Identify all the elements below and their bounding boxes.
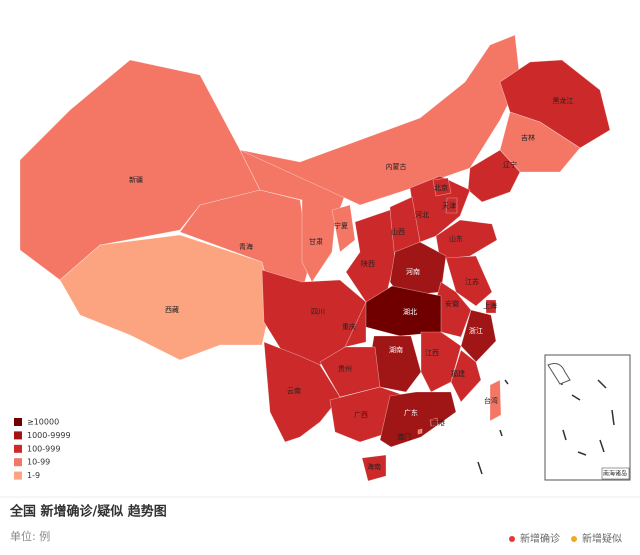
legend-label[interactable]: 新增确诊 [520,532,560,545]
legend-swatch [14,418,22,426]
trend-unit: 单位: 例 [10,529,50,543]
province[interactable] [485,299,497,314]
province-label: 广西 [354,410,368,419]
map-legend: ≥10000 1000-9999 100-999 10-99 1-9 [14,418,71,480]
province-label: 上海 [483,301,497,310]
inset-label-box [601,467,630,480]
province-label: 重庆 [342,322,356,331]
province-label: 辽宁 [503,160,517,169]
province-label: 湖南 [389,345,403,354]
province-label: 浙江 [469,326,483,335]
legend-label: 1-9 [27,471,40,480]
province-label: 河南 [406,267,420,276]
legend-swatch [14,471,22,480]
legend-swatch [14,431,22,440]
province-label: 青海 [239,242,253,251]
province-label: 陕西 [361,259,375,268]
inset-land [547,363,571,385]
legend-dot[interactable] [509,536,515,542]
legend-swatch [14,444,22,453]
province-label: 吉林 [521,133,535,142]
province-label: 新疆 [129,175,143,184]
province-label: 内蒙古 [386,162,407,171]
province[interactable] [379,391,457,448]
province-label: 云南 [287,386,301,395]
province-label: 福建 [451,369,465,378]
trend-legend: 新增确诊 新增疑似 [509,532,622,545]
province[interactable] [460,309,497,363]
province[interactable] [263,341,341,443]
province-label: 天津 [442,202,456,210]
province-label: 海南 [367,462,381,471]
province-label: 湖北 [403,307,417,316]
province-label: 台湾 [484,396,498,405]
province-label: 安徽 [445,299,459,308]
province-label: 江苏 [465,277,479,286]
legend-dot[interactable] [571,536,577,542]
inset-label: 南海诸岛 [603,470,627,478]
province-label: 甘肃 [309,237,323,246]
province[interactable] [432,177,452,197]
province-label: 广东 [404,408,418,417]
province-label: 贵州 [338,364,352,373]
province-label: 西藏 [165,305,179,314]
legend-label: ≥10000 [27,418,59,427]
inset-frame [544,354,631,481]
province-label: 四川 [311,308,325,316]
province[interactable] [361,454,387,482]
province[interactable] [445,197,458,214]
legend-label[interactable]: 新增疑似 [582,532,622,545]
legend-label: 1000-9999 [27,431,71,440]
province-label: 黑龙江 [553,96,574,105]
province[interactable] [345,209,396,303]
province-label: 山西 [391,227,405,236]
province[interactable] [450,349,482,403]
legend-label: 100-999 [27,444,60,453]
province[interactable] [59,234,273,361]
province[interactable] [331,204,356,253]
province[interactable] [445,255,493,307]
province-label: 宁夏 [334,221,348,230]
province[interactable] [429,417,439,427]
trend-title: 全国 新增确诊/疑似 趋势图 [9,504,167,520]
legend-swatch [14,458,22,467]
province-label: 江西 [425,349,439,357]
province[interactable] [489,379,502,422]
province-label: 河北 [415,211,429,219]
province-label: 澳门 [397,432,411,441]
province[interactable] [417,428,423,435]
province-label: 北京 [434,183,448,192]
legend-label: 10-99 [27,458,50,467]
province-label: 香港 [431,418,445,427]
province-label: 山东 [449,234,463,243]
